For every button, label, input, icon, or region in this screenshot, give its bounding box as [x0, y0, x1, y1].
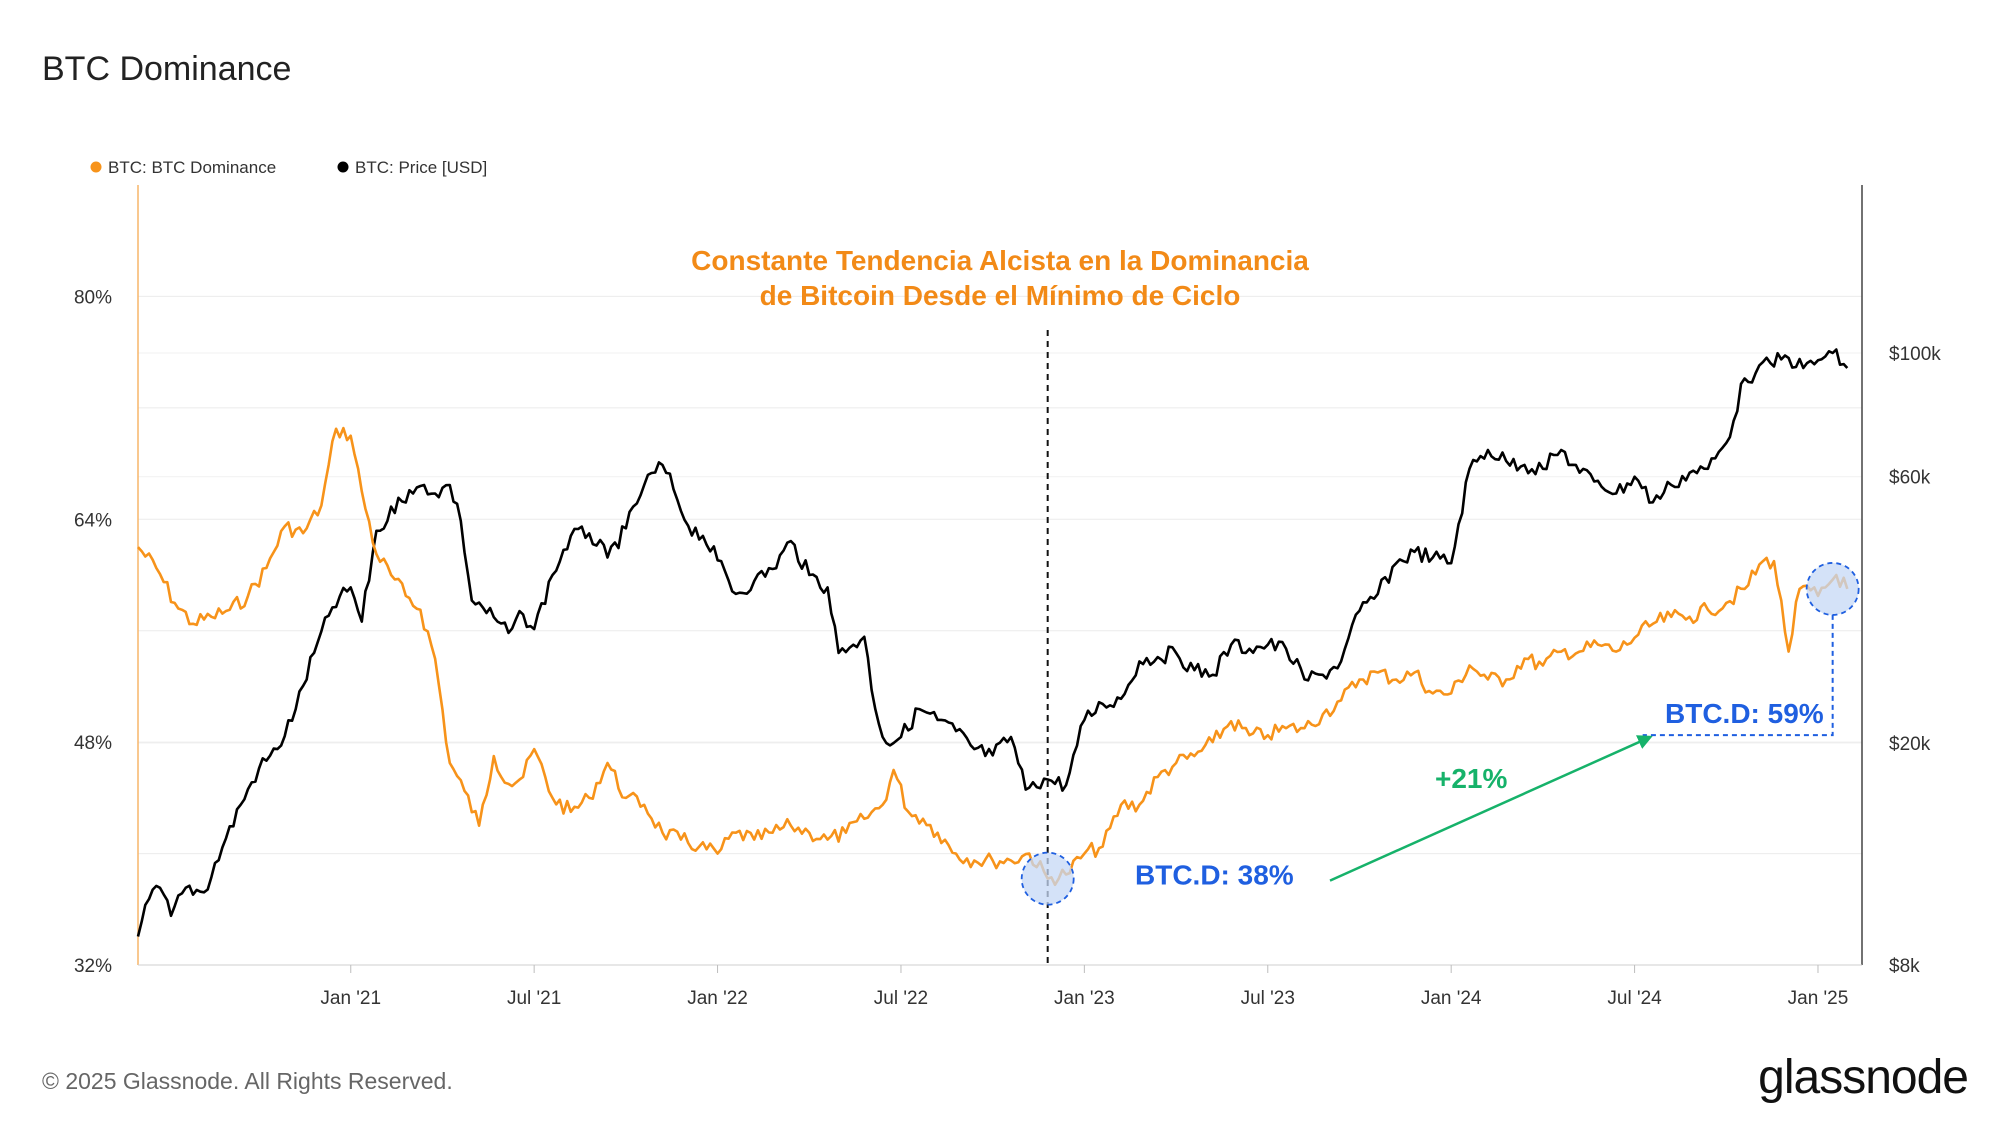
legend-dominance-dot: [90, 161, 102, 173]
price-series-line: [136, 348, 1849, 937]
legend-price-dot: [337, 161, 349, 173]
dominance-series-line: [137, 426, 1849, 887]
x-tick-label: Jan '21: [320, 988, 381, 1009]
legend-dominance-label: BTC: BTC Dominance: [108, 158, 276, 177]
x-tick-label: Jan '24: [1421, 988, 1482, 1009]
current-level-bracket: [1642, 614, 1834, 737]
y-right-tick-label: $8k: [1889, 956, 1920, 977]
page-title: BTC Dominance: [42, 50, 292, 88]
cycle-low-label: BTC.D: 38%: [1135, 860, 1294, 891]
current-dominance-label: BTC.D: 59%: [1665, 698, 1824, 729]
y-right-tick-label: $100k: [1889, 344, 1941, 365]
y-axis-right: $8k $20k $60k $100k: [1889, 344, 1941, 977]
legend: BTC: BTC Dominance BTC: Price [USD]: [90, 158, 487, 177]
x-tick-label: Jan '22: [687, 988, 748, 1009]
trend-arrow: [1329, 735, 1653, 882]
y-right-tick-label: $60k: [1889, 468, 1931, 489]
x-axis: Jan '21 Jul '21 Jan '22 Jul '22 Jan '23 Jul '…: [320, 965, 1848, 1009]
x-tick-label: Jul '21: [507, 988, 561, 1009]
legend-price-label: BTC: Price [USD]: [355, 158, 487, 177]
gridlines: [138, 295, 1862, 966]
copyright-text: © 2025 Glassnode. All Rights Reserved.: [42, 1068, 453, 1094]
y-left-tick-label: 32%: [74, 956, 112, 977]
change-label: +21%: [1435, 763, 1507, 794]
y-left-tick-label: 80%: [74, 287, 112, 308]
cycle-low-highlight-circle: [1020, 851, 1075, 906]
x-tick-label: Jan '23: [1054, 988, 1115, 1009]
y-left-tick-label: 48%: [74, 733, 112, 754]
x-tick-label: Jan '25: [1788, 988, 1849, 1009]
x-tick-label: Jul '24: [1607, 988, 1662, 1009]
chart-headline-line-2: de Bitcoin Desde el Mínimo de Ciclo: [760, 280, 1241, 311]
y-right-tick-label: $20k: [1889, 734, 1931, 755]
x-tick-label: Jul '22: [874, 988, 928, 1009]
y-axis-left: 32% 48% 64% 80%: [74, 287, 112, 977]
chart-headline-line-1: Constante Tendencia Alcista en la Domina…: [691, 245, 1309, 276]
y-left-tick-label: 64%: [74, 510, 112, 531]
current-highlight-circle: [1805, 562, 1860, 616]
x-tick-label: Jul '23: [1241, 988, 1295, 1009]
glassnode-logo: glassnode: [1758, 1051, 1969, 1104]
